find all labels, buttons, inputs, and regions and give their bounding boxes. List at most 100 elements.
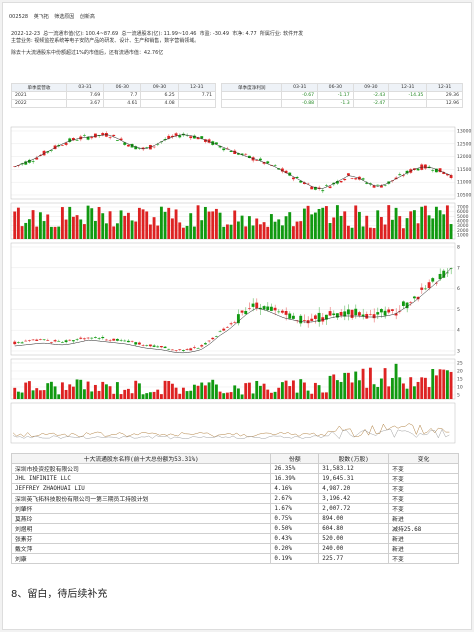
candle-body (163, 139, 167, 140)
volume-bar (354, 205, 358, 239)
volume-bar (365, 387, 369, 399)
volume-bar (434, 206, 438, 239)
candle-body (123, 142, 127, 145)
volume-bar (328, 223, 332, 239)
volume-bar (71, 216, 75, 239)
table-row: JEFFREY ZHAOHUAI LIU 4.16% 4,987.20 不变 (10, 483, 459, 494)
volume-bar (398, 377, 402, 399)
volume-bar (178, 222, 182, 239)
candle-body (401, 301, 405, 306)
col-header: 03-31 (281, 83, 319, 92)
volume-bar (350, 227, 354, 239)
table-row: 深圳市投资控股有限公司 26.35% 31,583.12 不变 (10, 463, 459, 474)
candle-body (357, 176, 361, 180)
price-chart-1-frame (10, 126, 456, 200)
volume-bar (368, 367, 372, 399)
volume-bar (394, 207, 398, 239)
float-market-value: 总一流通市值(亿): 100.4~87.69 (43, 31, 119, 37)
candle-body (427, 282, 431, 289)
candle-body (86, 337, 90, 339)
volume-bar (350, 382, 354, 399)
col-change: 变化 (388, 453, 459, 464)
volume-bar (233, 385, 237, 399)
candle-body (335, 181, 339, 184)
candle-body (64, 142, 68, 145)
price-chart-2-tick-label: 3 (457, 349, 460, 355)
volume-bar (445, 205, 449, 239)
cell: -0.88 (281, 99, 319, 108)
section-heading: 8、留白，待后续补充 (11, 589, 108, 600)
volume-bar (134, 221, 138, 239)
volume-bar (46, 214, 50, 239)
cell: 6.25 (140, 91, 179, 100)
volume-bar (27, 219, 31, 239)
candle-body (174, 133, 178, 136)
volume-bar (60, 382, 64, 399)
candle-body (442, 172, 446, 174)
volume-bar (97, 206, 101, 239)
candle-body (398, 174, 402, 176)
candle-body (137, 342, 141, 345)
volume-bar (361, 368, 365, 399)
volume-bar (75, 379, 79, 399)
candle-body (236, 314, 240, 324)
volume-bar (383, 224, 387, 239)
volume-bar (295, 221, 299, 239)
volume-bar (60, 207, 64, 239)
cell: -14.35 (388, 91, 428, 100)
candle-body (306, 183, 310, 185)
candle-body (24, 161, 28, 165)
volume-bar (203, 206, 207, 239)
candle-body (75, 339, 79, 340)
holder-change: 不变 (388, 473, 459, 484)
candle-body (64, 340, 68, 343)
candle-body (222, 328, 226, 331)
candle-body (123, 340, 127, 342)
row-year: 2022 (11, 99, 67, 108)
volume-bar (372, 384, 376, 399)
volume-bar (163, 211, 167, 239)
candle-body (412, 296, 416, 299)
top-holders-table: 十大流通股东名称(前十大总份额为53.31%) 份额 股数(万股) 变化 深圳市… (10, 453, 459, 564)
volume-bar (258, 224, 262, 239)
volume-bar (101, 381, 105, 399)
candle-body (266, 306, 270, 311)
volume-bar (434, 375, 438, 399)
volume-bar (379, 378, 383, 399)
volume-bar (170, 218, 174, 239)
candle-body (126, 340, 130, 343)
candle-body (53, 340, 57, 342)
volume-bar (401, 228, 405, 239)
price-chart-2-tick-label: 4 (457, 328, 460, 334)
candle-body (365, 182, 369, 184)
volume-bar (427, 215, 431, 239)
volume-bar (269, 392, 273, 399)
volume-bar (170, 383, 174, 399)
volume-bar (141, 209, 145, 239)
industry: 所属行业: 软件开发 (259, 31, 304, 37)
candle-body (93, 133, 97, 138)
candle-body (71, 138, 75, 141)
price-chart-2-frame (10, 242, 456, 356)
table-row: 刘煜明 0.50% 604.80 减持25.68 (10, 523, 459, 534)
candle-body (247, 155, 251, 158)
volume-bar (442, 214, 446, 239)
volume-chart-2-tick-label: 10 (457, 385, 463, 391)
volume-bar (376, 386, 380, 399)
candle-body (383, 310, 387, 316)
row-year: 2021 (11, 91, 67, 100)
volume-bar (42, 221, 46, 239)
candle-body (266, 161, 270, 164)
holder-share: 2.67% (270, 493, 320, 504)
volume-bar (123, 215, 127, 239)
holder-name: JEFFREY ZHAOHUAI LIU (10, 483, 272, 494)
volume-bar (365, 215, 369, 239)
candle-body (405, 302, 409, 309)
volume-bar (229, 392, 233, 399)
col-header: 09-30 (140, 83, 179, 92)
cell: 7.7 (103, 91, 142, 100)
volume-bar (196, 205, 200, 239)
candle-body (203, 139, 207, 142)
candle-body (174, 350, 178, 351)
volume-bar (431, 218, 435, 239)
